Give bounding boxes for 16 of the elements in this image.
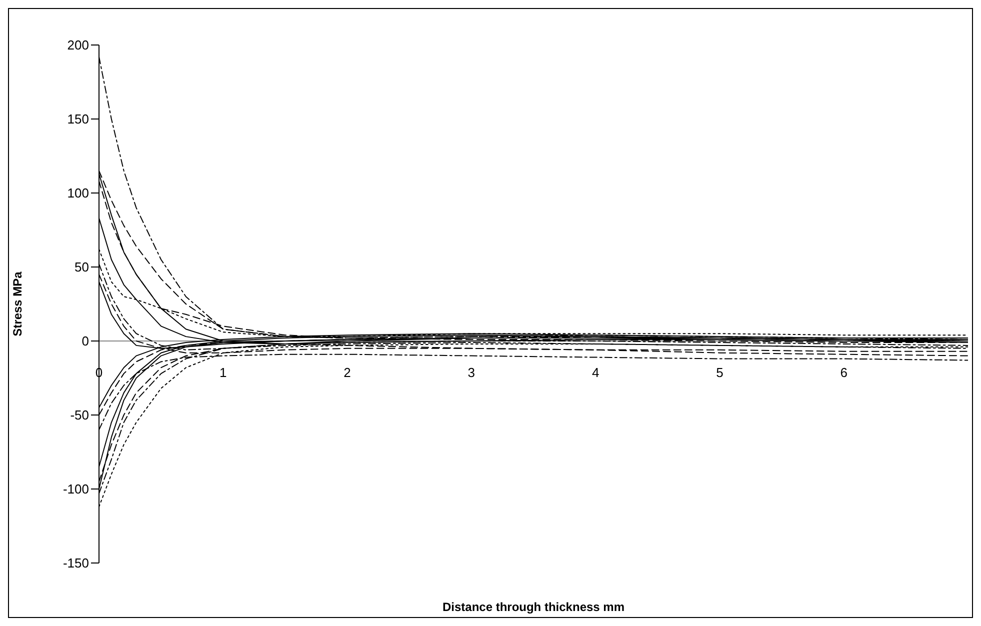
x-tick-label: 4	[592, 365, 600, 380]
x-tick-label: 1	[220, 365, 227, 380]
y-axis-title: Stress MPa	[10, 271, 24, 336]
y-tick-label: 100	[67, 186, 89, 201]
y-tick-label: -50	[70, 408, 89, 423]
y-tick-label: 0	[82, 334, 89, 349]
y-tick-label: 200	[67, 38, 89, 53]
x-tick-label: 5	[716, 365, 724, 380]
x-tick-label: 3	[468, 365, 476, 380]
y-tick-label: 50	[74, 260, 89, 275]
y-tick-label: -150	[62, 556, 89, 571]
x-axis-title: Distance through thickness mm	[442, 600, 625, 614]
y-tick-label: -100	[62, 482, 89, 497]
x-tick-label: 2	[344, 365, 351, 380]
y-tick-label: 150	[67, 112, 89, 127]
x-tick-label: 6	[840, 365, 848, 380]
